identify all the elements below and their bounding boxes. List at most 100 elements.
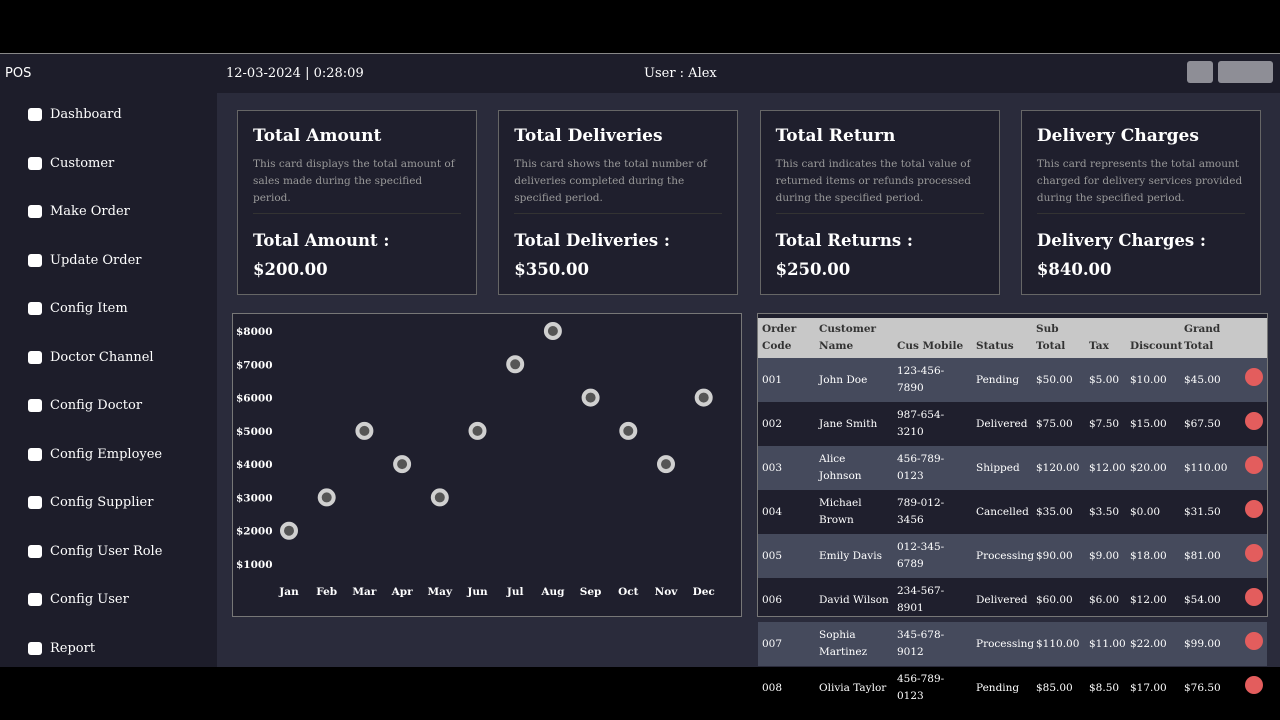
y-tick-label: $4000 (236, 459, 273, 471)
header: POS 12-03-2024 | 0:28:09 User : Alex (0, 53, 1280, 93)
cell: $18.00 (1126, 534, 1180, 578)
delete-button[interactable] (1245, 632, 1263, 650)
nav-item[interactable]: Update Order (28, 253, 142, 268)
row: 003 Alice Johnson 456-789-0123 Shipped $120.… (758, 446, 1267, 490)
cell: Delivered (976, 593, 1028, 606)
cell: 987-654-3210 (897, 409, 945, 438)
move-button[interactable] (1218, 61, 1273, 83)
cell: 789-012-3456 (897, 497, 945, 526)
cell: Pending (972, 358, 1032, 402)
delete-button[interactable] (1245, 588, 1263, 606)
nav-icon (28, 641, 42, 655)
cell: $20.00 (1126, 446, 1180, 490)
cell: $85.00 (1036, 681, 1073, 694)
delete-button[interactable] (1245, 544, 1263, 562)
cell: 006 (762, 593, 783, 606)
nav-item[interactable]: Customer (28, 156, 114, 171)
nav-item[interactable]: Config Item (28, 301, 128, 316)
cell: $75.00 (1036, 417, 1073, 430)
nav-item[interactable]: Config User Role (28, 544, 162, 559)
nav-item[interactable]: Config Doctor (28, 398, 142, 413)
header-cell: Status (972, 318, 1032, 358)
x-tick-label: Mar (352, 586, 376, 598)
nav-label: Customer (50, 155, 115, 171)
nav-item[interactable]: Config User (28, 592, 129, 607)
stat-card: Total Return This card indicates the tota… (759, 110, 1000, 295)
point (430, 488, 449, 507)
cell: $12.00 (1130, 593, 1167, 606)
point (393, 455, 412, 474)
cell: 234-567-8901 (897, 585, 945, 614)
nav-item[interactable]: Dashboard (28, 107, 122, 122)
x-tick-label: Apr (391, 586, 413, 598)
cell: $17.00 (1130, 681, 1167, 694)
stat-card: Delivery Charges This card represents the… (1020, 110, 1261, 295)
cell: $31.50 (1184, 505, 1221, 518)
nav-item[interactable]: Doctor Channel (28, 350, 154, 365)
nav-label: Doctor Channel (50, 349, 154, 365)
header-cell: Grand Total (1180, 318, 1241, 358)
nav-item[interactable]: Make Order (28, 204, 130, 219)
cell: $7.50 (1089, 417, 1120, 430)
logout-button[interactable] (1187, 61, 1213, 83)
nav-label: Make Order (50, 204, 130, 219)
y-tick-label: $8000 (236, 326, 273, 338)
nav-item[interactable]: Report (28, 641, 95, 656)
x-tick-label: Jul (506, 586, 524, 598)
card-value: $350.00 (514, 260, 589, 279)
card-label: Total Amount : (253, 231, 390, 250)
delete-button[interactable] (1245, 676, 1263, 694)
point (543, 322, 562, 340)
brand: POS (5, 66, 32, 81)
delete-button[interactable] (1245, 456, 1263, 474)
cell: $10.00 (1126, 358, 1180, 402)
header-cell: Discount (1126, 318, 1183, 358)
nav-icon (28, 593, 42, 606)
nav-label: Dashboard (50, 107, 122, 122)
x-tick-label: Feb (316, 586, 337, 598)
delete-button[interactable] (1245, 500, 1263, 518)
card-value: $840.00 (1036, 260, 1112, 279)
cell: $90.00 (1032, 534, 1085, 578)
chart: $1000 $2000 $3000 $4000 $5000 $6000 $7000 $8000… (232, 313, 742, 617)
cell: 123-456-7890 (893, 358, 972, 402)
delete-button[interactable] (1245, 412, 1263, 430)
nav-label: Config Employee (50, 446, 163, 462)
nav-item[interactable]: Config Employee (28, 447, 162, 462)
nav-icon (28, 253, 42, 267)
cell: John Doe (815, 358, 893, 402)
cell: 008 (762, 681, 783, 694)
app: POS 12-03-2024 | 0:28:09 User : Alex Das… (0, 53, 1280, 702)
cell: 002 (762, 417, 783, 430)
card-value: $250.00 (775, 260, 851, 279)
nav-label: Config Supplier (50, 495, 154, 510)
cell: $9.00 (1085, 534, 1126, 578)
card-label: Total Deliveries : (514, 231, 671, 250)
cell: $5.00 (1085, 358, 1126, 402)
cell: $35.00 (1036, 505, 1073, 518)
nav-icon (28, 447, 42, 461)
cell: $120.00 (1032, 446, 1085, 490)
row: 005 Emily Davis 012-345-6789 Processing $90.… (758, 534, 1267, 578)
header-cell: Sub Total (1032, 318, 1085, 358)
cell: Processing (972, 534, 1034, 578)
sidebar: Dashboard Customer Make Order Update Order C… (0, 92, 217, 667)
cell: $12.00 (1085, 446, 1126, 490)
y-tick-label: $5000 (236, 426, 273, 438)
datetime: 12-03-2024 | 0:28:09 (226, 66, 364, 81)
card-description: This card represents the total amount ch… (1036, 158, 1243, 204)
cell: Delivered (976, 417, 1028, 430)
nav-item[interactable]: Config Supplier (28, 495, 153, 510)
header-row: Order Code Customer Name Cus Mobile Status S… (758, 318, 1267, 358)
cell: 001 (758, 358, 815, 402)
y-tick-label: $3000 (236, 492, 273, 504)
x-tick-label: Aug (540, 586, 565, 598)
point (506, 355, 525, 374)
cell: Jane Smith (819, 417, 878, 430)
delete-button[interactable] (1245, 368, 1263, 386)
nav-icon (28, 399, 42, 412)
nav-icon (28, 544, 42, 558)
cell: $3.50 (1089, 505, 1120, 518)
card-value: $200.00 (253, 260, 328, 279)
